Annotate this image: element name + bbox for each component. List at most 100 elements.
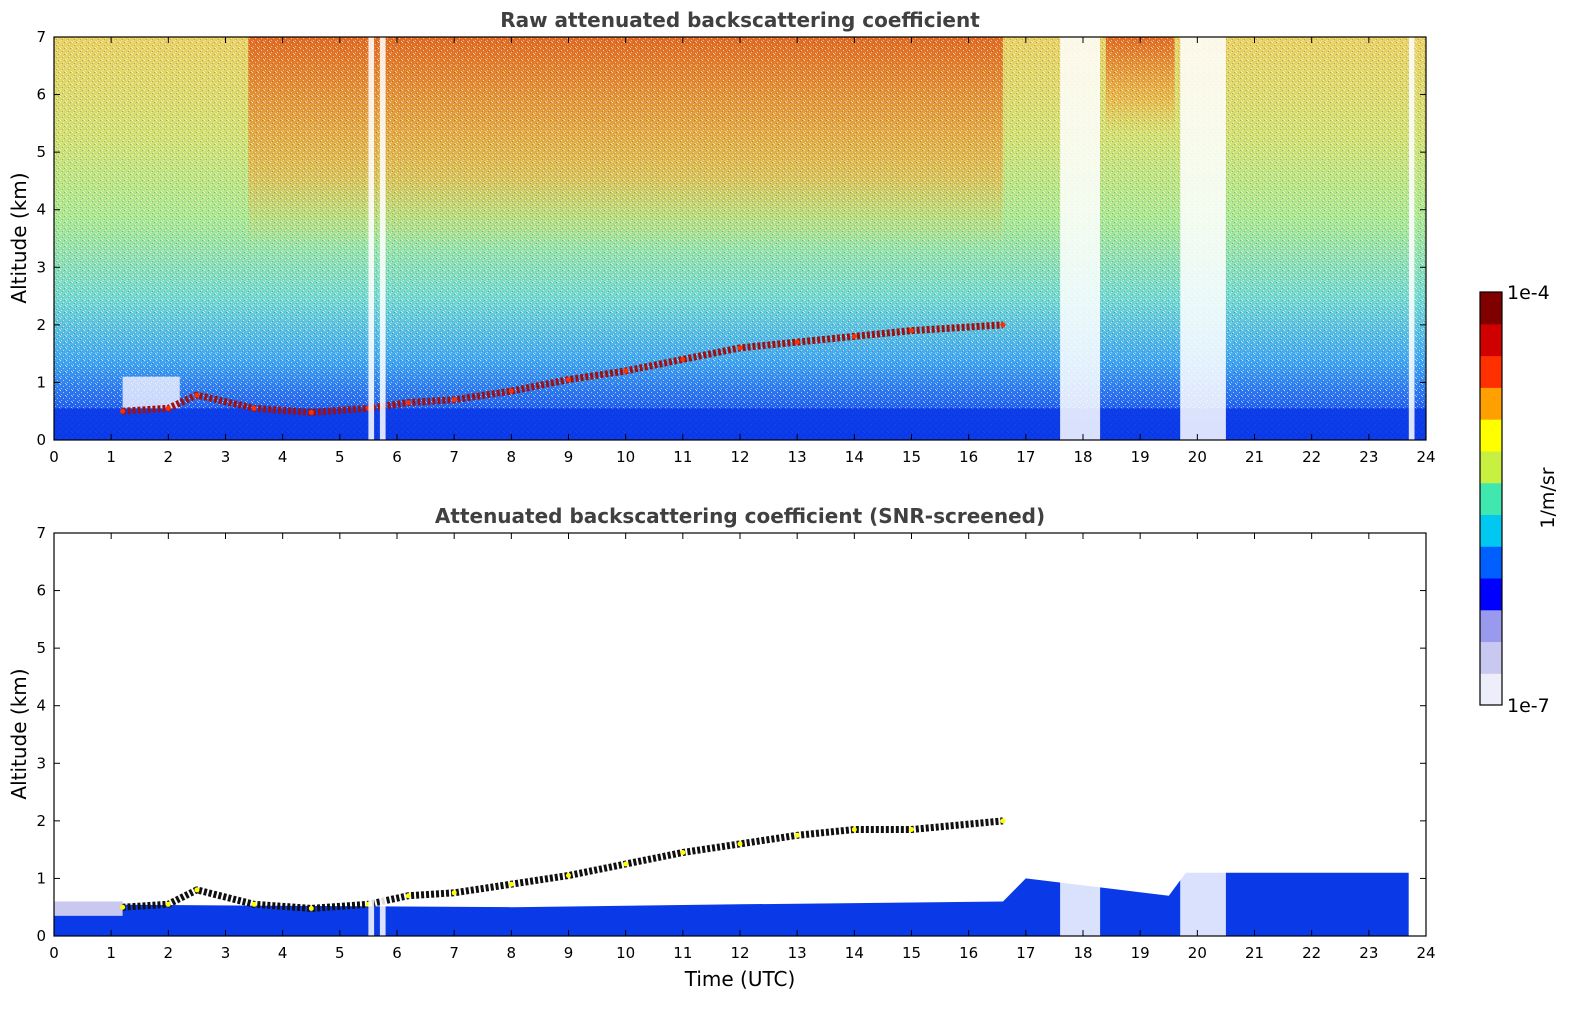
x-tick-label: 3 bbox=[221, 944, 231, 962]
x-tick-label: 20 bbox=[1188, 448, 1207, 466]
colorbar-band bbox=[1480, 546, 1502, 579]
x-tick-label: 21 bbox=[1245, 944, 1264, 962]
cloud-base-point bbox=[737, 345, 743, 351]
cloud-base-point bbox=[165, 405, 171, 411]
panel1-heatmap bbox=[54, 37, 1426, 440]
x-tick-label: 17 bbox=[1016, 448, 1035, 466]
x-tick-label: 0 bbox=[49, 944, 59, 962]
y-tick-label: 7 bbox=[36, 28, 46, 46]
screened-faint-layer bbox=[54, 901, 123, 916]
data-gap bbox=[1180, 869, 1226, 936]
colorbar-max-label: 1e-4 bbox=[1507, 282, 1550, 304]
x-tick-label: 8 bbox=[507, 944, 517, 962]
x-tick-label: 3 bbox=[221, 448, 231, 466]
y-tick-label: 1 bbox=[36, 869, 46, 887]
x-tick-label: 7 bbox=[449, 448, 459, 466]
data-gap bbox=[1408, 37, 1415, 440]
x-tick-label: 0 bbox=[49, 448, 59, 466]
x-tick-label: 11 bbox=[673, 448, 692, 466]
cloud-base-point bbox=[909, 328, 914, 334]
x-tick-label: 24 bbox=[1416, 944, 1435, 962]
x-tick-label: 6 bbox=[392, 944, 402, 962]
cloud-base-point bbox=[737, 841, 743, 847]
colorbar-band bbox=[1480, 641, 1502, 674]
colorbar-band bbox=[1480, 577, 1502, 611]
cloud-base-point bbox=[851, 333, 857, 339]
panel1-title: Raw attenuated backscattering coefficien… bbox=[500, 8, 980, 32]
x-tick-label: 16 bbox=[959, 448, 978, 466]
raw-clear-patch bbox=[122, 376, 180, 409]
cloud-base-point bbox=[308, 905, 314, 911]
y-tick-label: 0 bbox=[36, 431, 46, 449]
colorbar-band bbox=[1480, 292, 1502, 325]
cloud-base-point bbox=[680, 356, 686, 362]
cloud-base-point bbox=[251, 405, 257, 411]
y-tick-label: 5 bbox=[36, 639, 46, 657]
colorbar-band bbox=[1480, 514, 1502, 547]
cloud-base-point bbox=[308, 409, 314, 415]
data-gap bbox=[379, 869, 386, 936]
x-tick-label: 14 bbox=[845, 944, 864, 962]
cloud-base-point bbox=[508, 881, 514, 887]
x-tick-label: 21 bbox=[1245, 448, 1264, 466]
y-tick-label: 3 bbox=[36, 754, 46, 772]
x-tick-label: 1 bbox=[106, 944, 116, 962]
x-tick-label: 6 bbox=[392, 448, 402, 466]
colorbar: 1e-4 1e-7 1/m/sr bbox=[1479, 282, 1559, 717]
x-tick-label: 20 bbox=[1188, 944, 1207, 962]
colorbar-band bbox=[1480, 387, 1502, 420]
colorbar-gradient bbox=[1480, 292, 1502, 706]
panel2-ylabel: Altitude (km) bbox=[7, 668, 31, 799]
cloud-base-point bbox=[165, 901, 171, 907]
x-tick-label: 12 bbox=[730, 448, 749, 466]
x-tick-label: 15 bbox=[902, 944, 921, 962]
y-tick-label: 4 bbox=[36, 697, 46, 715]
data-gap bbox=[368, 869, 375, 936]
cloud-base-point bbox=[623, 368, 629, 374]
colorbar-band bbox=[1480, 482, 1502, 515]
panel1-x-ticks: 0 1 2 3 4 5 6 7 8 9 10 11 12 13 14 15 16 17 18 19 20 21 22 23 24 bbox=[49, 37, 1436, 466]
x-tick-label: 12 bbox=[730, 944, 749, 962]
raw-backscatter-panel: Raw attenuated backscattering coefficien… bbox=[7, 8, 1436, 466]
data-gap bbox=[368, 37, 375, 440]
colorbar-unit-label: 1/m/sr bbox=[1537, 467, 1559, 528]
x-tick-label: 16 bbox=[959, 944, 978, 962]
x-tick-label: 15 bbox=[902, 448, 921, 466]
x-tick-label: 7 bbox=[449, 944, 459, 962]
cloud-base-point bbox=[405, 893, 411, 899]
x-tick-label: 19 bbox=[1131, 448, 1150, 466]
colorbar-band bbox=[1480, 419, 1502, 452]
x-tick-label: 18 bbox=[1073, 944, 1092, 962]
x-tick-label: 13 bbox=[788, 448, 807, 466]
colorbar-frame bbox=[1479, 291, 1503, 706]
cloud-base-point bbox=[909, 827, 914, 832]
x-tick-label: 23 bbox=[1359, 944, 1378, 962]
x-tick-label: 5 bbox=[335, 448, 345, 466]
x-tick-label: 10 bbox=[616, 944, 635, 962]
cloud-base-point bbox=[405, 400, 411, 406]
x-tick-label: 14 bbox=[845, 448, 864, 466]
x-tick-label: 10 bbox=[616, 448, 635, 466]
x-tick-label: 22 bbox=[1302, 944, 1321, 962]
panel2-y-ticks: 0 1 2 3 4 5 6 7 bbox=[36, 524, 1426, 945]
colorbar-min-label: 1e-7 bbox=[1507, 695, 1550, 717]
y-tick-label: 2 bbox=[36, 316, 46, 334]
y-tick-label: 5 bbox=[36, 143, 46, 161]
cloud-base-point bbox=[1000, 322, 1006, 328]
panel2-x-ticks: 0 1 2 3 4 5 6 7 8 9 10 11 12 13 14 15 16 17 18 19 20 21 22 23 24 bbox=[49, 533, 1436, 962]
x-tick-label: 2 bbox=[164, 944, 174, 962]
cloud-base-point bbox=[194, 887, 200, 893]
x-tick-label: 17 bbox=[1016, 944, 1035, 962]
panel1-y-ticks: 0 1 2 3 4 5 6 7 bbox=[36, 28, 1426, 449]
x-tick-label: 11 bbox=[673, 944, 692, 962]
panel2-title: Attenuated backscattering coefficient (S… bbox=[435, 504, 1045, 528]
x-tick-label: 13 bbox=[788, 944, 807, 962]
cloud-base-point bbox=[120, 904, 126, 910]
cloud-base-point bbox=[680, 850, 686, 855]
colorbar-band bbox=[1480, 450, 1502, 484]
cloud-base-point bbox=[794, 832, 800, 838]
y-tick-label: 7 bbox=[36, 524, 46, 542]
cloud-base-point bbox=[1000, 818, 1006, 824]
y-tick-label: 2 bbox=[36, 812, 46, 830]
